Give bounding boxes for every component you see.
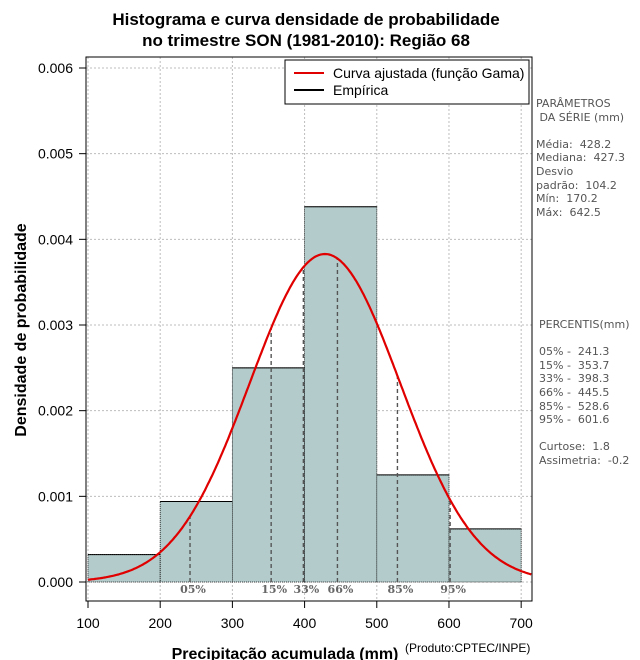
percentile-label-1: 15% [261,583,287,596]
percentil-line-0: PERCENTIS(mm) [539,318,630,331]
legend-label-fitted: Curva ajustada (função Gama) [333,65,524,81]
param-line-4: Mediana: 427.3 [536,151,625,165]
percentile-label-4: 85% [388,583,414,596]
param-line-5: Desvio [536,164,574,178]
percentil-line-5: 66% - 445.5 [539,385,610,399]
percentil-line-10: Assimetria: -0.2 [539,453,630,467]
y-axis: 0.000 0.001 0.002 0.003 0.004 0.005 0.006 [38,60,87,590]
x-tick-label-1: 200 [149,615,173,631]
y-tick-label-6: 0.006 [38,60,73,76]
percentil-line-3: 15% - 353.7 [539,358,610,372]
param-line-2 [536,124,625,138]
param-line-6: padrão: 104.2 [536,178,617,192]
param-line-7: Mín: 170.2 [536,192,598,206]
credit-label: (Produto:CPTEC/INPE) [405,641,530,655]
percentil-line-7: 95% - 601.6 [539,413,610,427]
percentil-line-6: 85% - 528.6 [539,399,610,413]
x-axis: 100 200 300 400 500 600 700 [76,600,533,631]
legend: Curva ajustada (função Gama) Empírica [284,59,530,105]
histogram-bar-5 [448,528,522,583]
percentil-line-2: 05% - 241.3 [539,345,610,359]
percentile-label-5: 95% [440,583,466,596]
x-tick-label-3: 400 [293,615,317,631]
y-tick-label-3: 0.003 [38,317,73,333]
percentile-label-3: 66% [328,583,354,596]
y-tick-label-1: 0.001 [38,488,73,504]
y-axis-label: Densidade de probabilidade [13,223,30,436]
legend-box [284,59,530,105]
y-tick-label-2: 0.002 [38,403,73,419]
y-tick-label-0: 0.000 [38,574,73,590]
percentil-line-8 [539,427,630,441]
histogram-bar-4 [376,474,450,583]
histogram-bar-3 [304,206,378,583]
y-tick-label-5: 0.005 [38,146,73,162]
chart-title-line-2: no trimestre SON (1981-2010): Região 68 [142,31,470,50]
percentile-label-2: 33% [293,583,319,596]
x-tick-label-2: 300 [221,615,245,631]
legend-label-empirical: Empírica [333,82,388,98]
fitted-gamma-curve [87,252,532,581]
y-tick-label-4: 0.004 [38,231,73,247]
param-line-8: Máx: 642.5 [536,205,601,219]
percentiles-panel: PERCENTIS(mm) 05% - 241.3 15% - 353.7 33% … [539,318,630,468]
x-tick-label-6: 700 [509,615,533,631]
percentil-line-4: 33% - 398.3 [539,372,610,386]
chart-title-line-1: Histograma e curva densidade de probabil… [112,10,499,29]
x-tick-label-5: 600 [437,615,461,631]
histogram-bar-2 [231,367,305,583]
series-parameters-panel: PARÂMETROS DA SÉRIE (mm) Média: 428.2 Med… [536,97,625,219]
param-line-3: Média: 428.2 [536,137,612,151]
histogram-bars [87,206,522,583]
percentile-label-0: 05% [180,583,206,596]
x-tick-label-0: 100 [76,615,100,631]
percentil-line-1 [539,332,630,346]
param-line-1: DA SÉRIE (mm) [536,110,625,124]
percentil-line-9: Curtose: 1.8 [539,440,610,454]
x-tick-label-4: 500 [365,615,389,631]
x-axis-label: Precipitação acumulada (mm) [172,646,399,660]
param-line-0: PARÂMETROS [536,97,611,110]
percentile-markers: 05% 15% 33% 66% 85% 95% [180,258,467,596]
